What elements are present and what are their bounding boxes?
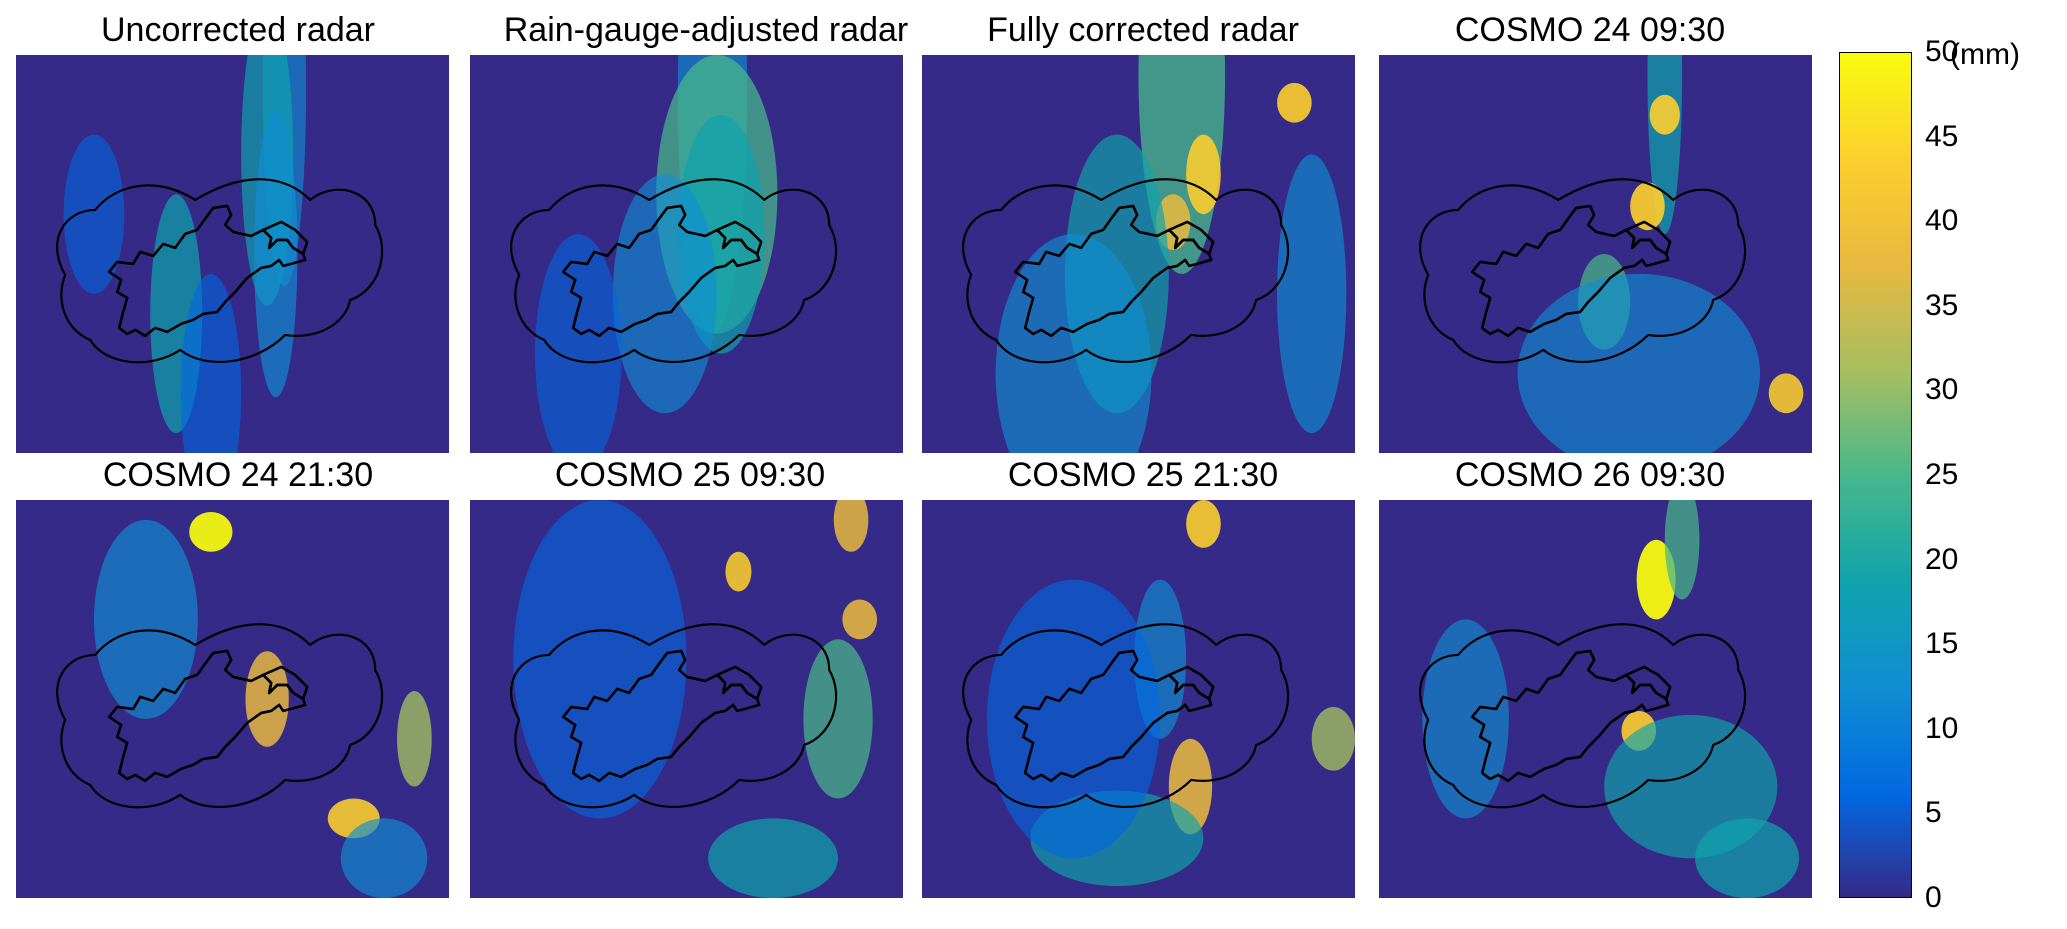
colorbar-tick-label: 40 <box>1925 204 1959 238</box>
heatmap-svg <box>470 55 903 453</box>
heatmap-svg <box>470 500 903 898</box>
buffer-outline <box>1419 178 1747 364</box>
colorbar-tick-label: 30 <box>1925 373 1959 407</box>
rainfall-patch <box>1277 154 1347 434</box>
rainfall-patch <box>1186 134 1221 215</box>
rainfall-patch <box>93 519 198 719</box>
rainfall-patch <box>708 818 839 898</box>
catchment-outline <box>1624 665 1672 701</box>
heatmap-panel <box>470 500 903 898</box>
rainfall-patch <box>63 134 125 294</box>
panel-title: COSMO 24 21:30 <box>102 456 374 494</box>
buffer-outline <box>56 623 384 809</box>
catchment-outline <box>1167 665 1215 701</box>
panel-title: COSMO 25 09:30 <box>554 456 826 494</box>
colorbar-tick-label: 25 <box>1925 458 1959 491</box>
panel-title: Rain-gauge-adjusted radar <box>503 11 909 49</box>
heatmap-svg <box>16 55 449 453</box>
buffer-outline <box>510 623 838 809</box>
rainfall-patch <box>833 500 869 552</box>
colorbar-tick-label: 0 <box>1925 881 1942 914</box>
rainfall-patch <box>1186 500 1221 548</box>
heatmap-panel <box>1379 500 1812 898</box>
colorbar <box>1839 52 1912 898</box>
heatmap-panel <box>16 55 449 453</box>
catchment-outline <box>715 220 763 256</box>
buffer-outline <box>962 623 1290 809</box>
panel-title: COSMO 25 21:30 <box>1007 456 1279 494</box>
heatmap-svg <box>1379 55 1812 453</box>
rainfall-patch <box>1630 182 1665 231</box>
colorbar-tick-label: 45 <box>1925 119 1959 153</box>
colorbar-tick-label: 50 <box>1925 35 1959 68</box>
heatmap-svg <box>1379 500 1812 898</box>
colorbar-tick-label: 5 <box>1925 796 1942 830</box>
rainfall-patch <box>842 599 878 640</box>
rainfall-patch <box>397 691 432 787</box>
buffer-outline <box>56 178 384 364</box>
catchment-outline <box>1167 220 1215 256</box>
rainfall-patch <box>1517 273 1761 453</box>
rainfall-patch <box>245 651 289 747</box>
rainfall-patch <box>1664 500 1700 600</box>
buffer-outline <box>962 178 1290 364</box>
catchment-outline <box>715 665 763 701</box>
rainfall-patch <box>340 818 428 898</box>
panel-title: Uncorrected radar <box>100 11 375 49</box>
heatmap-svg <box>16 500 449 898</box>
colorbar-tick-label: 15 <box>1925 627 1959 661</box>
heatmap-panel <box>922 55 1355 453</box>
rainfall-patch <box>1311 706 1355 771</box>
rainfall-patch <box>1768 373 1804 414</box>
rainfall-patch <box>1695 818 1800 898</box>
colorbar-tick-label: 20 <box>1925 542 1959 576</box>
heatmap-panel <box>16 500 449 898</box>
colorbar-tick-label: 10 <box>1925 711 1959 745</box>
colorbar-tick-label: 35 <box>1925 288 1959 322</box>
buffer-outline <box>1419 623 1747 809</box>
rainfall-patch <box>803 639 873 799</box>
catchment-outline <box>1624 220 1672 256</box>
heatmap-panel <box>1379 55 1812 453</box>
heatmap-panel <box>922 500 1355 898</box>
catchment-outline <box>261 665 309 701</box>
heatmap-panel <box>470 55 903 453</box>
rainfall-patch <box>995 234 1152 453</box>
rainfall-patch <box>986 579 1161 859</box>
panel-title: COSMO 26 09:30 <box>1454 456 1726 494</box>
heatmap-svg <box>922 55 1355 453</box>
rainfall-patch <box>189 511 233 552</box>
rainfall-patch <box>513 500 687 819</box>
panel-title: COSMO 24 09:30 <box>1454 11 1726 49</box>
catchment-outline <box>261 220 309 256</box>
rainfall-patch <box>725 551 752 592</box>
panel-title: Fully corrected radar <box>987 11 1299 49</box>
rainfall-patch <box>254 110 298 398</box>
colorbar-unit-label: (mm) <box>1950 38 2020 71</box>
rainfall-patch <box>534 234 622 453</box>
rainfall-patch <box>1649 94 1680 135</box>
buffer-outline <box>510 178 838 364</box>
rainfall-patch <box>1277 82 1312 123</box>
rainfall-patch <box>1422 619 1509 819</box>
heatmap-svg <box>922 500 1355 898</box>
